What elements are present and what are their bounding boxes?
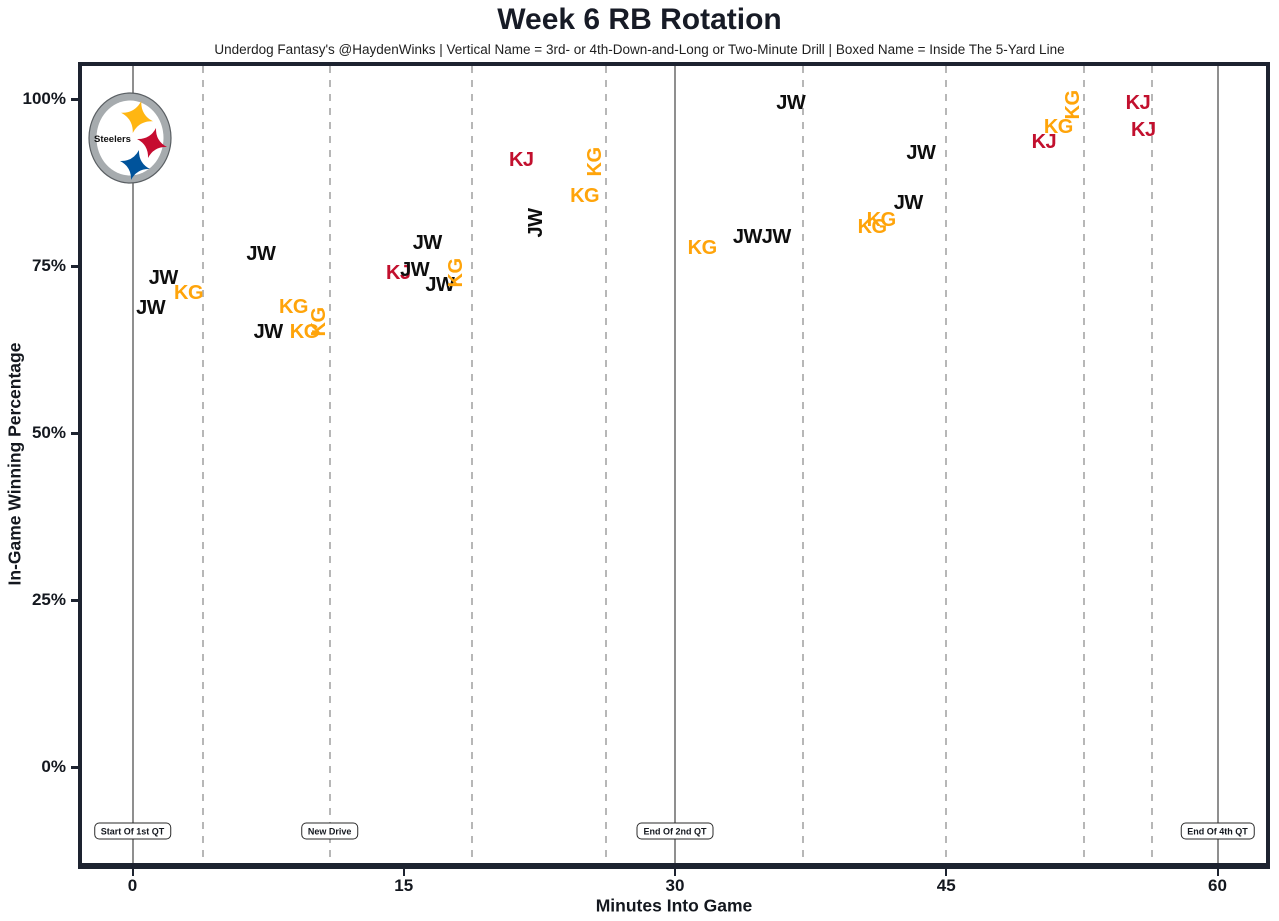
player-label: KG <box>1061 90 1084 120</box>
annotation-box: New Drive <box>300 822 359 840</box>
player-label: KG <box>584 147 607 177</box>
player-label: KG <box>687 236 718 259</box>
player-label: JW <box>246 242 276 265</box>
x-tick-label: 15 <box>394 876 414 895</box>
y-tick-label: 0% <box>41 757 66 776</box>
x-tick-mark <box>1216 869 1219 876</box>
player-label: KG <box>307 307 330 337</box>
steelers-logo: Steelers <box>88 92 172 184</box>
y-tick-label: 100% <box>22 89 66 108</box>
x-tick-label: 45 <box>936 876 956 895</box>
solid-gridline-quarter <box>674 66 676 863</box>
x-tick-mark <box>945 869 948 876</box>
annotation-box: End Of 2nd QT <box>636 822 714 840</box>
logo-star-red <box>137 128 167 158</box>
player-label: KG <box>866 208 897 231</box>
player-label: JW <box>893 192 924 215</box>
x-tick-mark <box>402 869 405 876</box>
dashed-gridline-new-drive <box>471 66 474 863</box>
player-label: KJ <box>1125 92 1151 114</box>
player-label: KG <box>445 258 468 288</box>
chart-subtitle: Underdog Fantasy's @HaydenWinks | Vertic… <box>214 42 1065 57</box>
solid-gridline-quarter <box>131 66 134 863</box>
player-label: KG <box>857 216 888 239</box>
y-tick-mark <box>71 599 78 602</box>
annotation-box: Start Of 1st QT <box>93 822 172 840</box>
dashed-gridline-new-drive <box>202 66 205 863</box>
player-label: KJ <box>508 148 534 171</box>
dashed-gridline-new-drive <box>605 66 608 863</box>
player-label: JW <box>412 232 443 255</box>
player-label: KG <box>570 184 600 207</box>
player-label: JW <box>425 273 455 296</box>
player-label: JW <box>148 267 179 290</box>
y-tick-label: 75% <box>31 256 66 275</box>
logo-star-gold <box>121 101 153 133</box>
x-axis-title: Minutes Into Game <box>595 895 753 916</box>
annotation-box: End Of 4th QT <box>1180 822 1255 840</box>
logo-star-blue <box>120 150 150 180</box>
player-label: KG <box>1043 116 1074 139</box>
player-label: KJ <box>386 262 411 285</box>
player-label: JW <box>136 297 166 320</box>
dashed-gridline-new-drive <box>1082 66 1085 863</box>
solid-gridline-quarter <box>1216 66 1219 863</box>
dashed-gridline-new-drive <box>802 66 805 863</box>
x-tick-label: 0 <box>127 876 138 895</box>
y-tick-mark <box>71 766 78 769</box>
player-label: JW <box>253 321 284 344</box>
player-label: JW <box>400 259 430 281</box>
player-label: JW <box>776 92 806 114</box>
player-label: KJ <box>1131 118 1156 141</box>
dashed-gridline-new-drive <box>1151 66 1154 863</box>
player-label: KG <box>289 321 320 344</box>
y-tick-mark <box>71 432 78 435</box>
y-tick-label: 50% <box>31 423 66 442</box>
player-label: JW <box>906 142 936 165</box>
x-tick-label: 30 <box>665 876 685 895</box>
player-label: KJ <box>1031 130 1057 153</box>
player-label: JW <box>524 208 547 238</box>
y-tick-mark <box>71 98 78 101</box>
player-label: KG <box>278 295 309 318</box>
dashed-gridline-new-drive <box>945 66 948 863</box>
x-tick-mark <box>131 869 134 876</box>
player-label: JW <box>732 226 763 249</box>
player-label: JW <box>761 226 792 249</box>
plot-area <box>78 62 1270 869</box>
y-tick-mark <box>71 265 78 268</box>
y-tick-label: 25% <box>31 590 66 609</box>
player-label: KG <box>174 282 204 305</box>
y-axis-title: In-Game Winning Percentage <box>4 342 25 586</box>
page-title: Week 6 RB Rotation <box>497 3 782 36</box>
x-tick-label: 60 <box>1208 876 1227 895</box>
dashed-gridline-new-drive <box>328 66 331 863</box>
x-tick-mark <box>674 869 676 876</box>
logo-wordmark: Steelers <box>94 134 131 145</box>
